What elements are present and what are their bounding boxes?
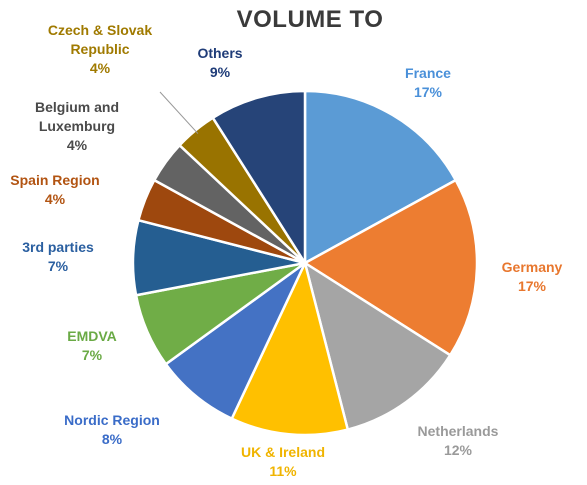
- data-label-nordic-region: Nordic Region 8%: [64, 412, 160, 447]
- data-label-uk-ireland: UK & Ireland 11%: [241, 444, 325, 479]
- data-label-czech-slovak-republic: Czech & Slovak Republic 4%: [48, 22, 152, 76]
- data-label-emdva: EMDVA 7%: [67, 328, 117, 363]
- data-label-others: Others 9%: [197, 45, 242, 80]
- data-label-spain-region: Spain Region 4%: [10, 172, 99, 207]
- pie-slice-germany: [302, 178, 479, 357]
- pie-slice-france: [303, 89, 458, 266]
- data-label-france: France 17%: [405, 65, 451, 100]
- chart-title: VOLUME TO: [236, 6, 384, 33]
- pie-slice-netherlands: [303, 260, 452, 432]
- data-label-netherlands: Netherlands 12%: [418, 423, 499, 458]
- data-label-3rd-parties: 3rd parties 7%: [22, 239, 94, 274]
- data-label-belgium-and-luxemburg: Belgium and Luxemburg 4%: [35, 99, 119, 153]
- pie-slice-uk-ireland: [230, 259, 350, 437]
- pie-slice-others: [211, 89, 307, 268]
- leader-line-czech-slovak-republic: [159, 91, 199, 134]
- data-label-germany: Germany 17%: [502, 259, 563, 294]
